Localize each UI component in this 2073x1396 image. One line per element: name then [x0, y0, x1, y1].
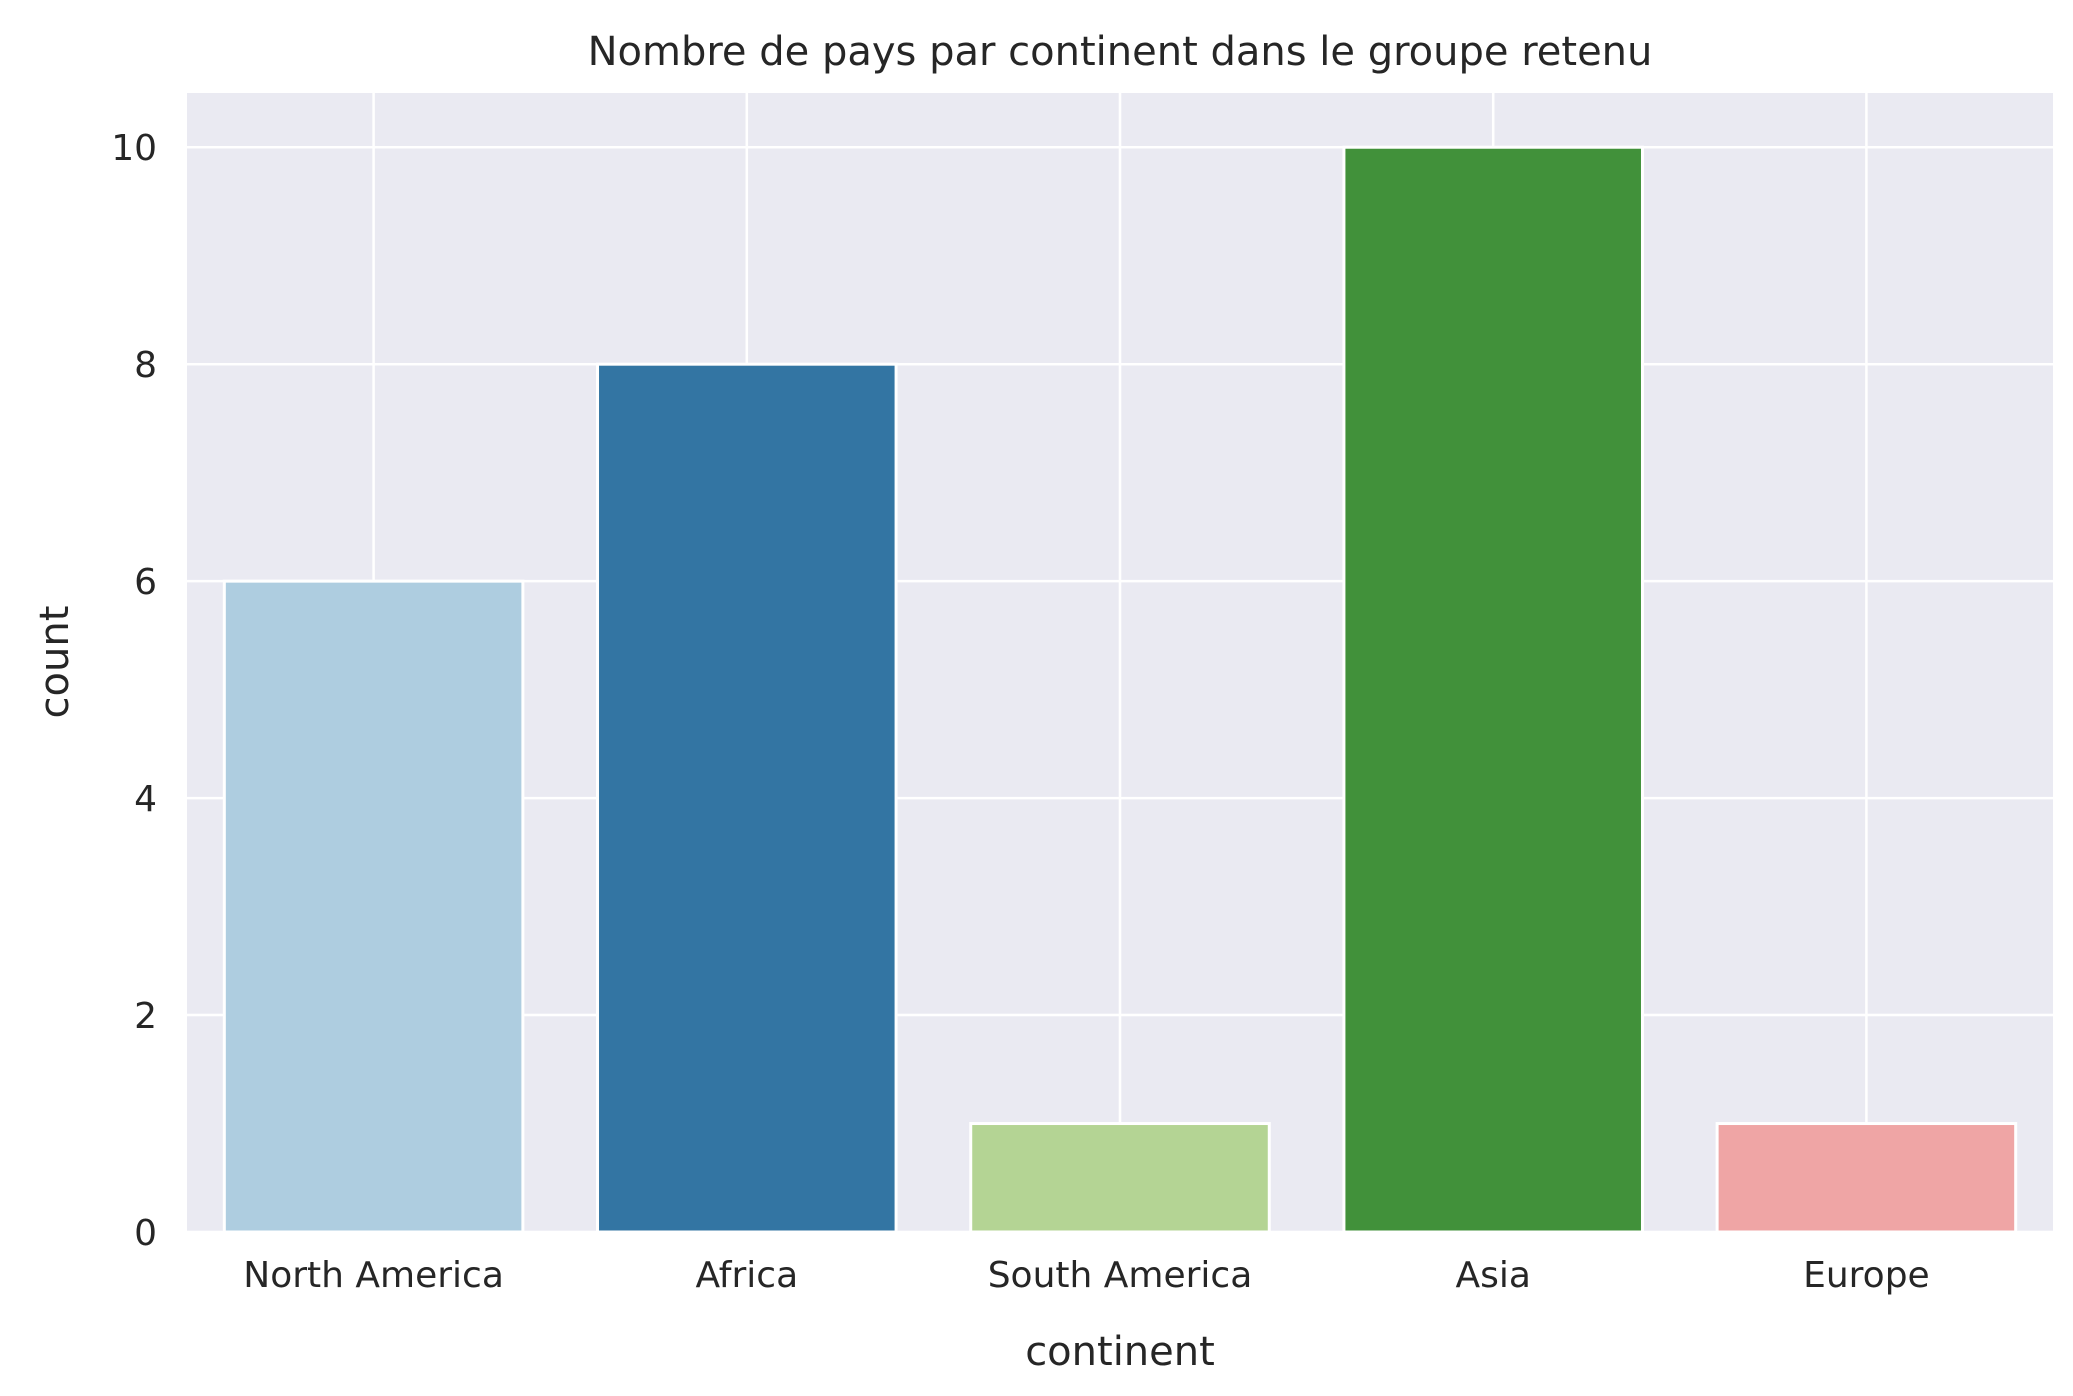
- bar-asia: [1342, 145, 1644, 1234]
- chart-title: Nombre de pays par continent dans le gro…: [588, 29, 1653, 75]
- y-tick-label: 4: [134, 779, 157, 820]
- x-axis-ticks: North America Africa South America Asia Euro…: [243, 1255, 1929, 1296]
- bars: [222, 145, 2018, 1234]
- y-tick-label: 2: [134, 996, 157, 1037]
- y-tick-label: 10: [111, 128, 157, 169]
- y-tick-label: 8: [134, 345, 157, 386]
- bar-north-america: [222, 579, 525, 1234]
- y-tick-label: 6: [134, 562, 157, 603]
- x-tick-label: Asia: [1455, 1255, 1530, 1296]
- x-tick-label: North America: [243, 1255, 504, 1296]
- bar-south-america: [969, 1122, 1271, 1234]
- y-axis-title: count: [32, 606, 78, 719]
- x-tick-label: Europe: [1803, 1255, 1930, 1296]
- x-tick-label: South America: [988, 1255, 1253, 1296]
- x-axis-title: continent: [1025, 1329, 1215, 1375]
- y-axis-ticks: 0 2 4 6 8 10: [111, 128, 157, 1254]
- bar-africa: [596, 362, 898, 1234]
- x-tick-label: Africa: [695, 1255, 798, 1296]
- y-tick-label: 0: [134, 1213, 157, 1254]
- bar-europe: [1715, 1122, 2018, 1234]
